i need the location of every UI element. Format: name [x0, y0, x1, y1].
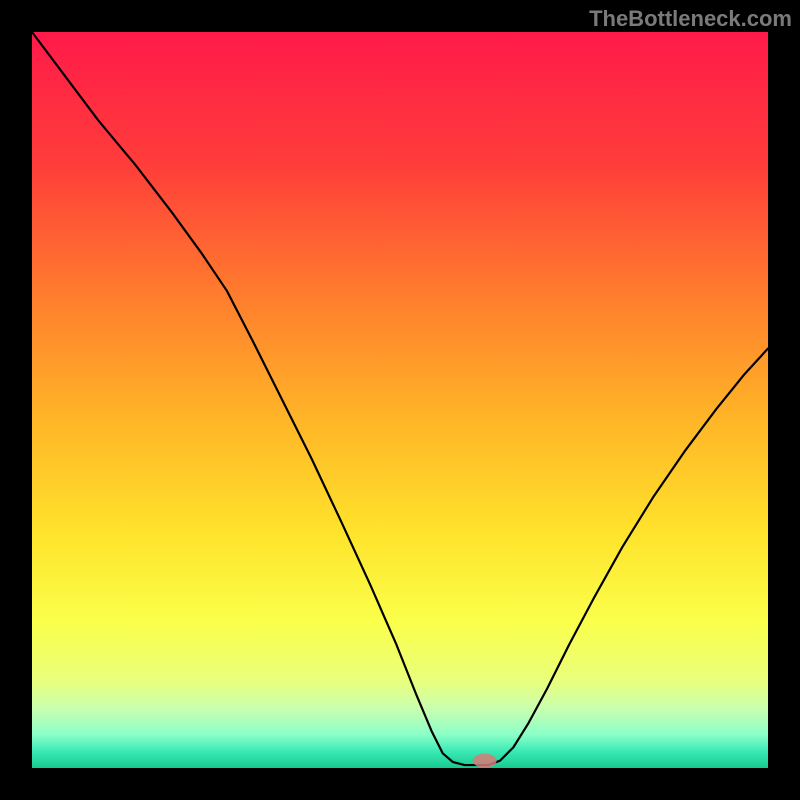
- plot-background: [32, 32, 768, 768]
- bottleneck-curve-plot: [0, 0, 800, 800]
- watermark-text: TheBottleneck.com: [589, 6, 792, 32]
- optimal-point-marker: [473, 754, 497, 768]
- chart-frame: TheBottleneck.com: [0, 0, 800, 800]
